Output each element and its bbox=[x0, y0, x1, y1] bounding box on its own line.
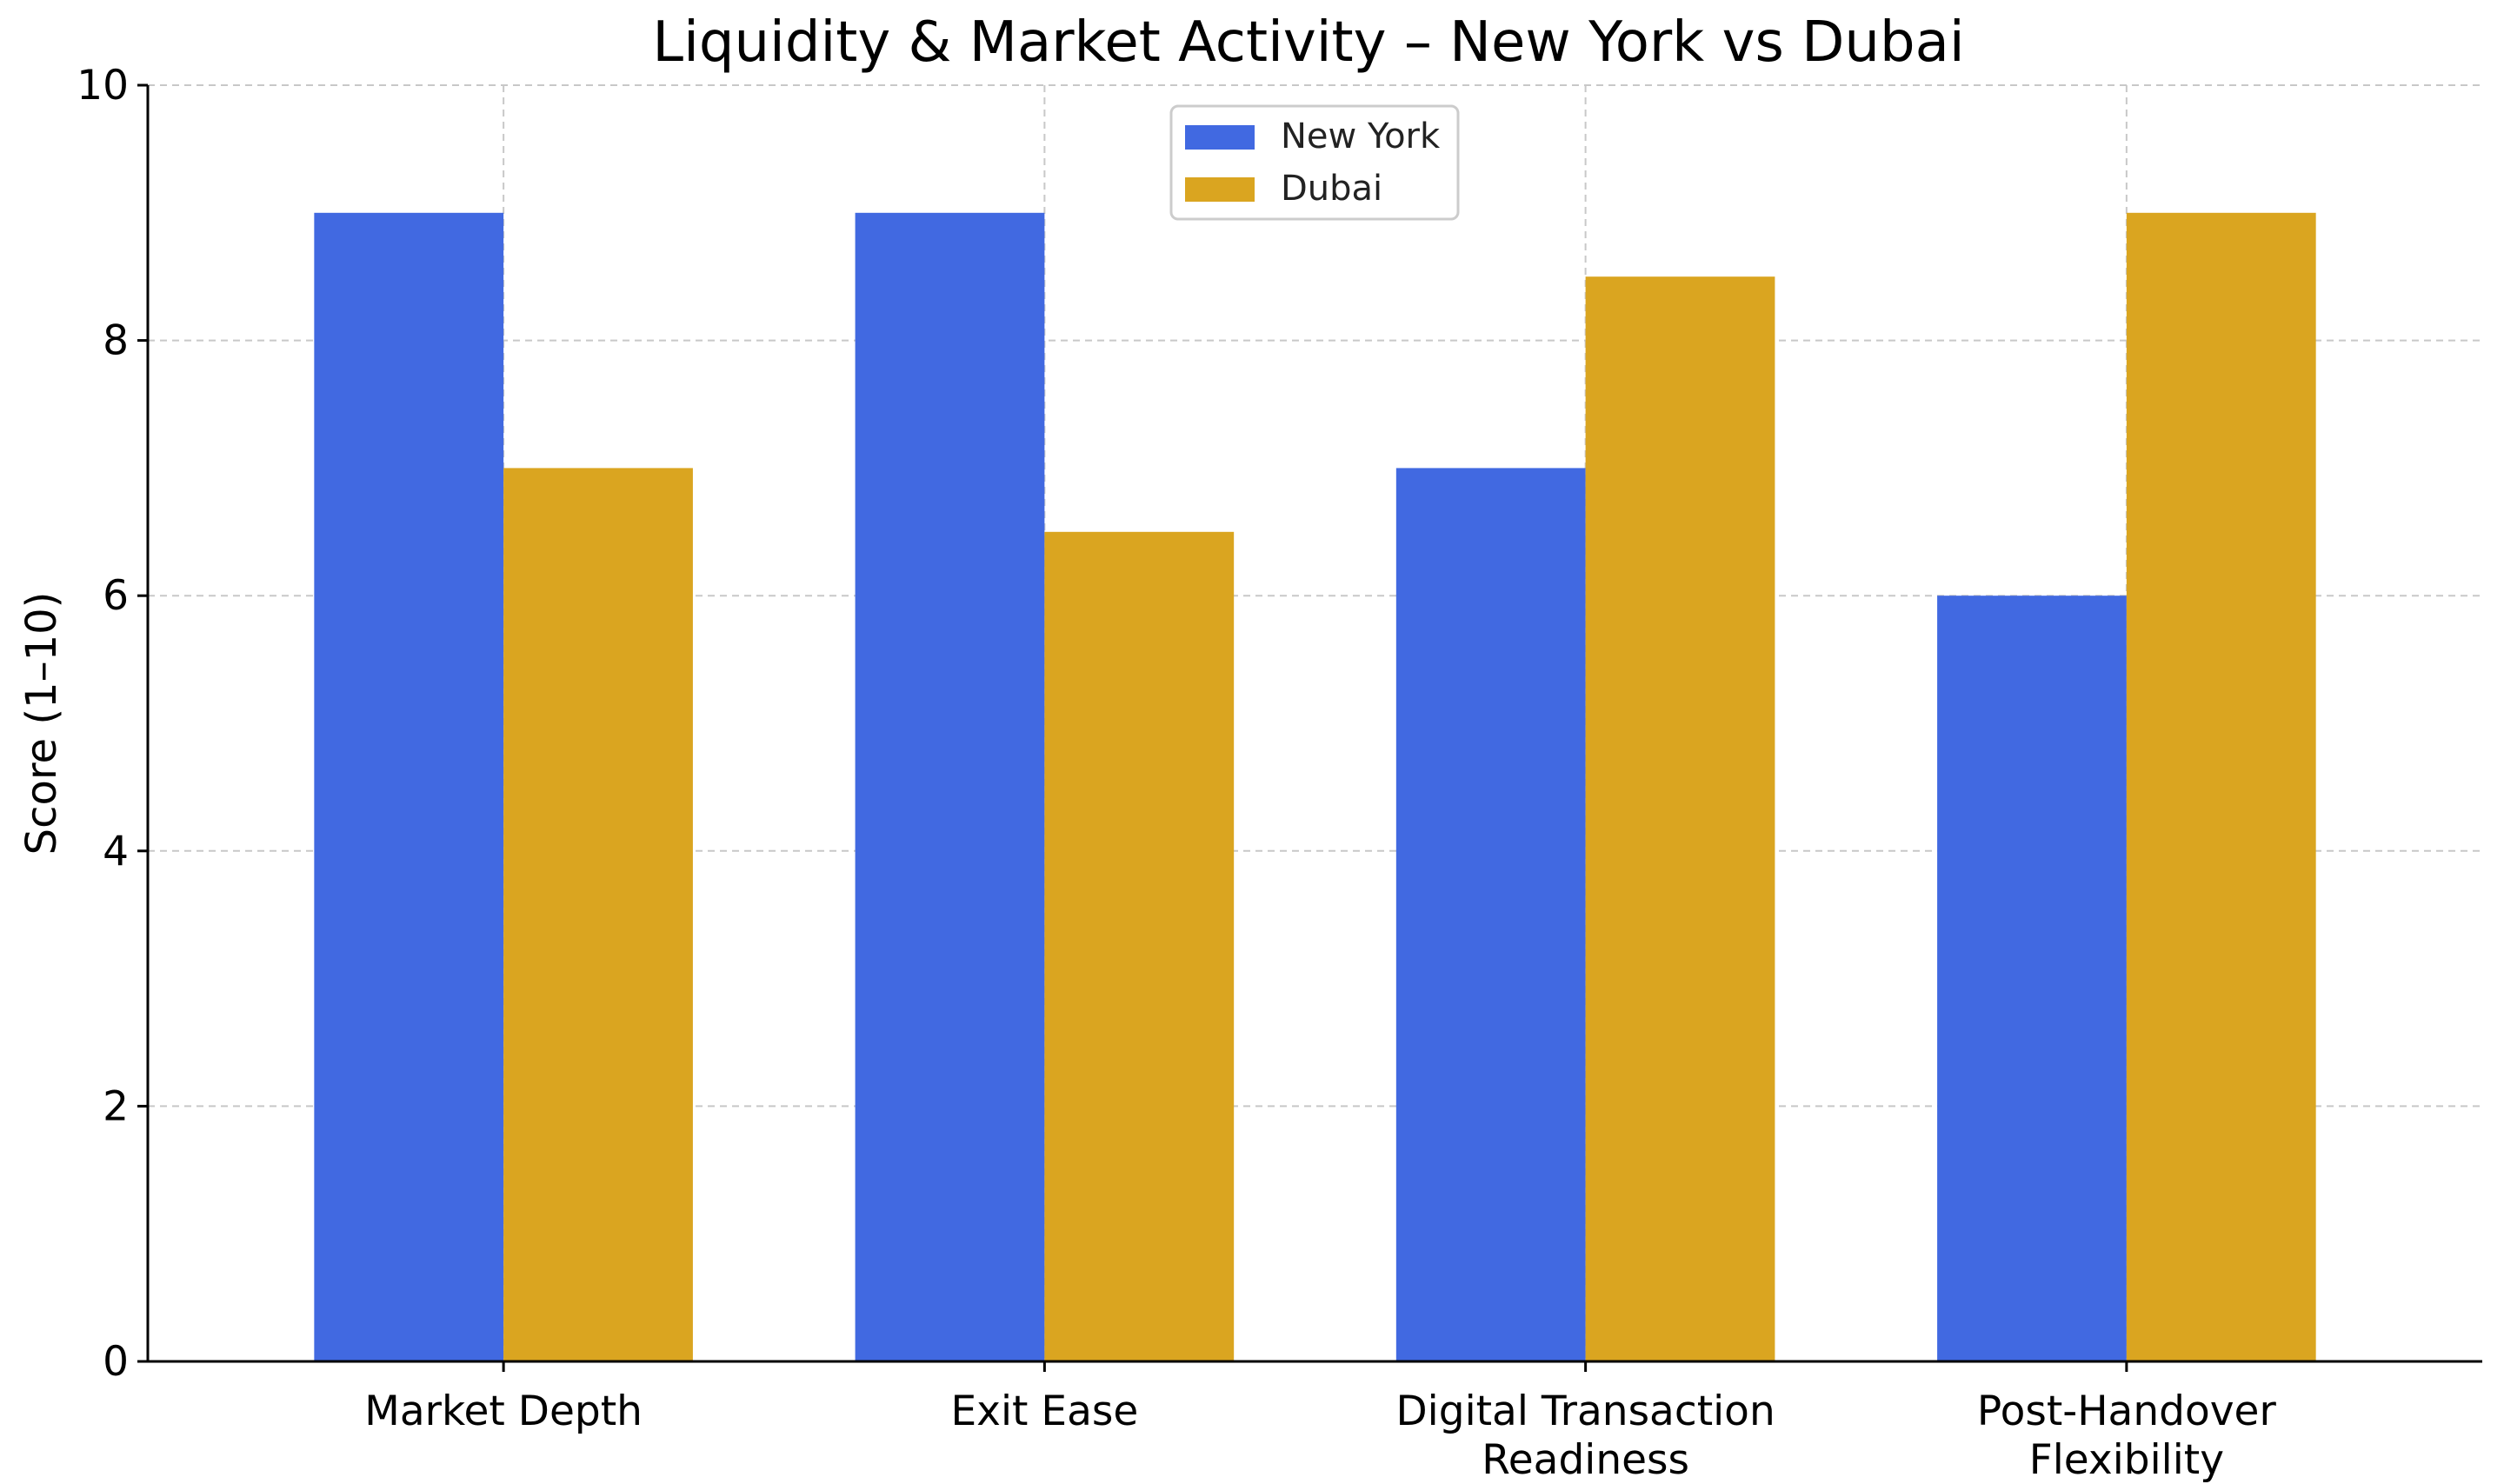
y-tick-label-1: 2 bbox=[103, 1082, 129, 1130]
chart-title: Liquidity & Market Activity – New York v… bbox=[652, 10, 1964, 75]
x-tick-label-0: Market Depth bbox=[364, 1388, 643, 1435]
bar-dubai-0 bbox=[503, 468, 693, 1361]
labels-layer: 0 2 4 6 8 10 Market Depth Exit Ease Digital Tran… bbox=[17, 10, 2276, 1484]
axes-layer bbox=[137, 83, 2482, 1372]
bar-dubai-3 bbox=[2126, 212, 2316, 1361]
x-tick-label-line: Flexibility bbox=[2029, 1436, 2224, 1484]
y-axis-label: Score (1–10) bbox=[17, 592, 66, 855]
bar-new-york-3 bbox=[1937, 596, 2127, 1361]
x-tick-label-line: Readiness bbox=[1482, 1436, 1689, 1484]
legend-swatch-new-york bbox=[1185, 125, 1255, 150]
bar-dubai-2 bbox=[1585, 276, 1775, 1362]
bar-dubai-1 bbox=[1044, 531, 1235, 1361]
bars-layer bbox=[314, 212, 2316, 1362]
y-tick-label-4: 8 bbox=[103, 317, 129, 365]
x-tick-label-line: Market Depth bbox=[364, 1388, 643, 1435]
legend-label-new-york: New York bbox=[1281, 116, 1441, 156]
bar-new-york-0 bbox=[314, 212, 504, 1361]
legend-label-dubai: Dubai bbox=[1281, 169, 1382, 209]
y-tick-label-2: 4 bbox=[103, 828, 129, 875]
bar-new-york-2 bbox=[1395, 468, 1586, 1361]
x-tick-label-1: Exit Ease bbox=[950, 1388, 1138, 1435]
x-tick-label-line: Post-Handover bbox=[1977, 1388, 2277, 1435]
y-tick-label-5: 10 bbox=[77, 62, 129, 110]
x-tick-label-line: Digital Transaction bbox=[1395, 1388, 1775, 1435]
x-tick-label-line: Exit Ease bbox=[950, 1388, 1138, 1435]
bar-new-york-1 bbox=[855, 212, 1045, 1361]
y-tick-label-3: 6 bbox=[103, 572, 129, 620]
legend-swatch-dubai bbox=[1185, 177, 1255, 202]
y-tick-label-0: 0 bbox=[103, 1338, 129, 1386]
legend: New York Dubai bbox=[1169, 104, 1460, 221]
x-tick-label-2: Digital Transaction Readiness bbox=[1395, 1388, 1775, 1484]
x-tick-label-3: Post-Handover Flexibility bbox=[1977, 1388, 2277, 1484]
